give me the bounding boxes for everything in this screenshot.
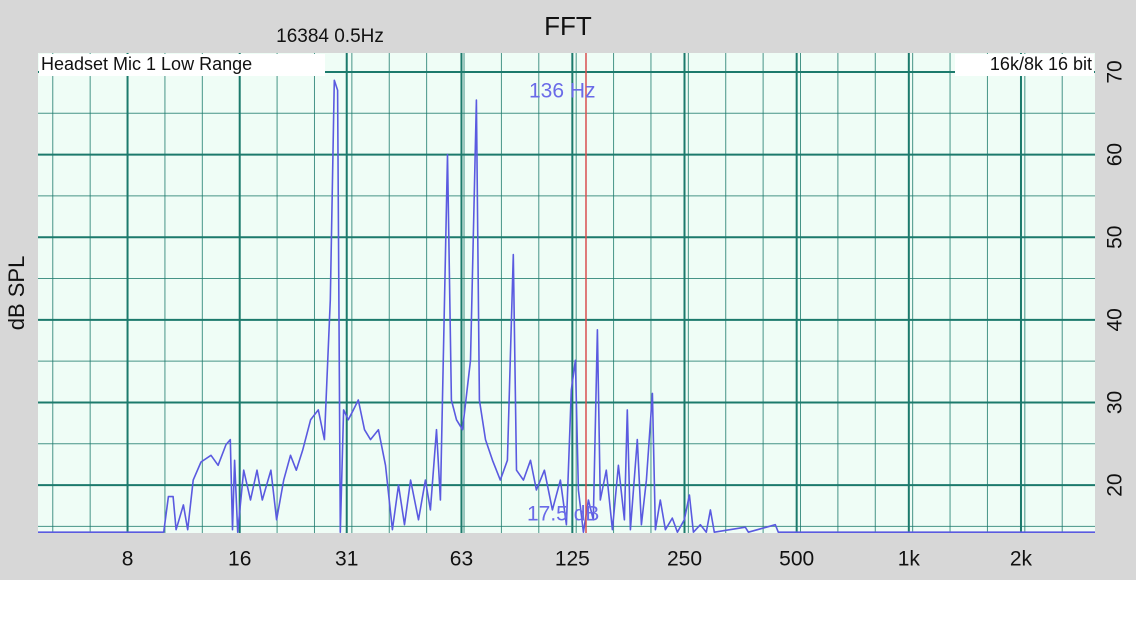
x-tick-label: 125: [555, 548, 590, 571]
x-tick-label: 1k: [898, 548, 921, 571]
y-tick-label: 60: [1104, 143, 1127, 166]
x-tick-label: 2k: [1010, 548, 1033, 571]
x-tick-label: 500: [779, 548, 814, 571]
y-tick-label: 70: [1104, 60, 1127, 83]
source-label: Headset Mic 1 Low Range: [41, 54, 252, 74]
marks: [38, 53, 1095, 533]
grid: [38, 53, 1095, 533]
spectrum-line: [38, 79, 1095, 533]
label-box: [955, 54, 1094, 76]
plot-background: [38, 53, 1095, 533]
format-label: 16k/8k 16 bit: [990, 54, 1092, 74]
label-box: [39, 54, 325, 76]
x-tick-label: 63: [450, 548, 473, 571]
y-tick-label: 30: [1104, 391, 1127, 414]
x-tick-label: 16: [228, 548, 251, 571]
x-tick-label: 31: [335, 548, 358, 571]
x-tick-label: 8: [122, 548, 134, 571]
cursor-level-label: 17.5 dB: [527, 502, 599, 525]
cursor-frequency-label: 136 Hz: [529, 80, 596, 103]
chart-title: FFT: [544, 11, 592, 41]
y-tick-label: 40: [1104, 308, 1127, 331]
y-axis-label: dB SPL: [4, 256, 29, 331]
y-tick-label: 20: [1104, 473, 1127, 496]
x-tick-label: 250: [667, 548, 702, 571]
y-tick-label: 50: [1104, 226, 1127, 249]
fft-settings: 16384 0.5Hz: [276, 26, 384, 47]
